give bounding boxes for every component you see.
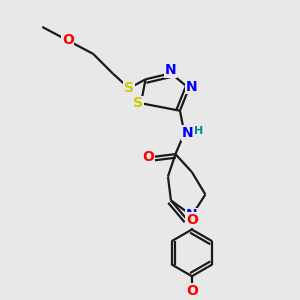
Text: N: N [165, 63, 177, 77]
Text: S: S [133, 96, 143, 110]
Text: N: N [186, 80, 198, 94]
Text: N: N [186, 208, 198, 223]
Text: O: O [186, 213, 198, 227]
Text: H: H [194, 126, 203, 136]
Text: O: O [186, 284, 198, 298]
Text: S: S [124, 81, 134, 95]
Text: O: O [142, 150, 154, 164]
Text: N: N [182, 126, 193, 140]
Text: O: O [62, 33, 74, 47]
